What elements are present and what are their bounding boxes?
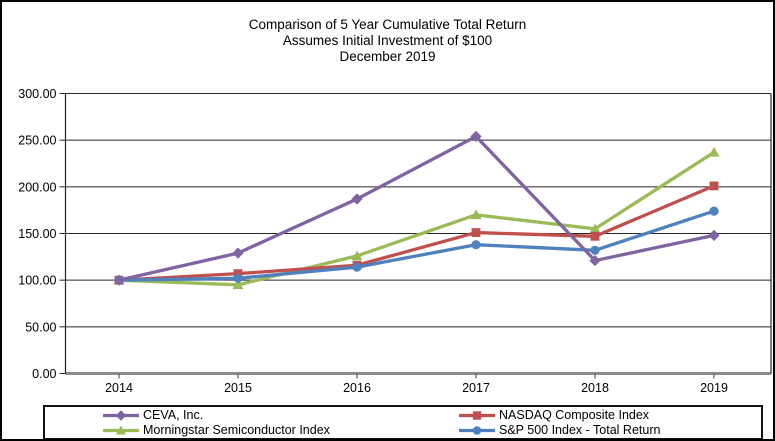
series-marker-0 bbox=[470, 130, 482, 143]
y-axis-label: 0.00 bbox=[32, 367, 56, 381]
chart-title-line-3: December 2019 bbox=[339, 49, 436, 64]
legend-swatch-svg bbox=[459, 425, 495, 435]
legend-item-sp500-total-return: S&P 500 Index - Total Return bbox=[458, 423, 761, 438]
legend-item-nasdaq-composite-index: NASDAQ Composite Index bbox=[458, 408, 761, 423]
legend-item-morningstar-semiconductor-index: Morningstar Semiconductor Index bbox=[45, 423, 458, 438]
y-axis-label: 100.00 bbox=[18, 274, 56, 288]
x-axis-label: 2016 bbox=[343, 381, 371, 395]
series-marker-2 bbox=[589, 223, 601, 234]
series-marker-2 bbox=[351, 250, 363, 261]
legend-label: CEVA, Inc. bbox=[143, 407, 204, 422]
series-marker-0 bbox=[351, 193, 363, 205]
series-line-0 bbox=[117, 134, 716, 282]
legend-label: NASDAQ Composite Index bbox=[499, 407, 650, 422]
series-marker-2 bbox=[232, 279, 244, 290]
series-marker-0 bbox=[589, 254, 601, 267]
series-marker-0 bbox=[708, 229, 720, 241]
series-marker-1 bbox=[709, 181, 719, 191]
series-marker-1 bbox=[590, 231, 600, 241]
series-line-2 bbox=[117, 150, 716, 287]
chart-title-line-1: Comparison of 5 Year Cumulative Total Re… bbox=[248, 17, 527, 32]
chart-legend: CEVA, Inc. NASDAQ Composite Index Mornin… bbox=[43, 405, 763, 439]
legend-marker-triangle-icon bbox=[102, 424, 140, 437]
series-marker-0 bbox=[232, 247, 244, 259]
legend-label: S&P 500 Index - Total Return bbox=[499, 422, 661, 437]
y-axis-label: 250.00 bbox=[18, 134, 56, 148]
x-axis-label: 2014 bbox=[105, 381, 133, 395]
series-marker-1 bbox=[471, 228, 481, 237]
series-marker-1 bbox=[233, 269, 243, 279]
legend-marker-circle-icon bbox=[458, 424, 496, 437]
legend-swatch-svg bbox=[103, 425, 139, 434]
series-marker-2 bbox=[470, 209, 482, 220]
x-axis-label: 2019 bbox=[700, 381, 728, 395]
series-marker-2 bbox=[708, 146, 720, 157]
series-line-1 bbox=[117, 184, 716, 282]
x-axis-label: 2015 bbox=[224, 381, 252, 395]
y-axis-label: 200.00 bbox=[18, 180, 56, 194]
legend-label: Morningstar Semiconductor Index bbox=[143, 422, 330, 437]
series-marker-3 bbox=[471, 240, 481, 250]
x-axis-label: 2017 bbox=[462, 381, 490, 395]
legend-swatch-svg bbox=[459, 410, 495, 420]
y-axis-label: 150.00 bbox=[18, 227, 56, 241]
series-marker-3 bbox=[590, 245, 600, 255]
y-axis-label: 50.00 bbox=[25, 320, 56, 334]
series-marker-0 bbox=[113, 274, 125, 286]
series-marker-3 bbox=[352, 262, 362, 272]
chart-title-line-2: Assumes Initial Investment of $100 bbox=[282, 33, 493, 48]
legend-swatch-svg bbox=[103, 409, 139, 421]
chart-title-block: Comparison of 5 Year Cumulative Total Re… bbox=[2, 17, 773, 65]
legend-item-ceva-inc: CEVA, Inc. bbox=[45, 408, 458, 423]
y-axis-label: 300.00 bbox=[18, 87, 56, 101]
legend-marker-square-icon bbox=[458, 409, 496, 422]
legend-marker-diamond-icon bbox=[102, 409, 140, 422]
series-marker-3 bbox=[233, 273, 243, 283]
x-axis-label: 2018 bbox=[581, 381, 609, 395]
series-marker-3 bbox=[709, 206, 719, 216]
series-line-3 bbox=[117, 209, 716, 282]
